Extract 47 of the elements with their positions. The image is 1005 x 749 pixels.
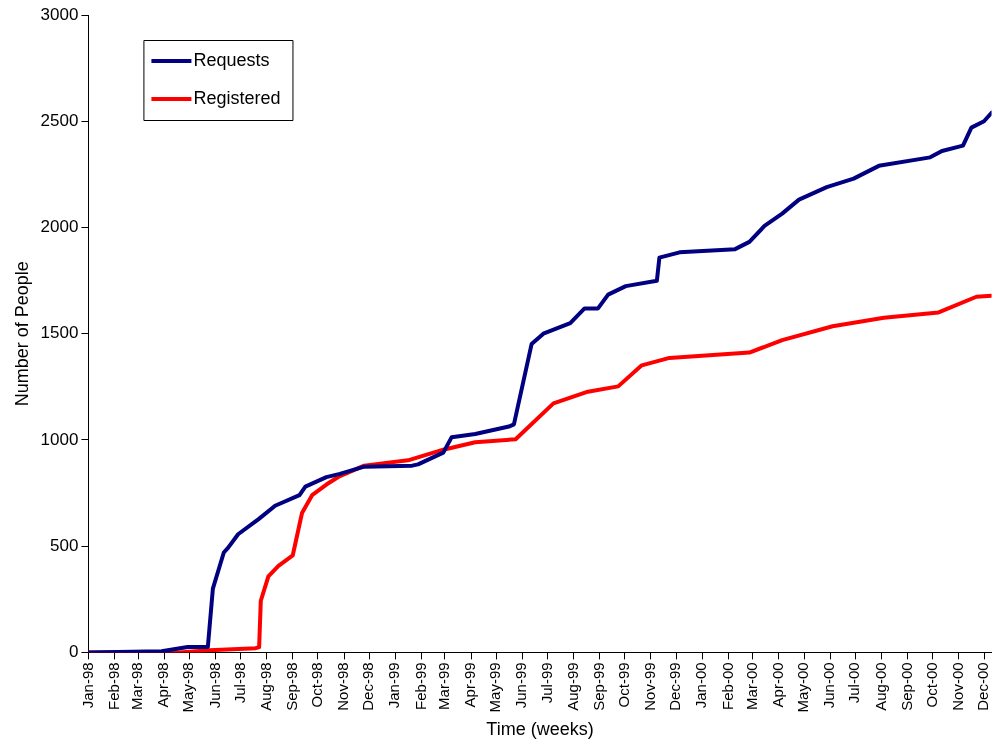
x-tick-label: Dec-99 <box>666 662 684 711</box>
x-tick-label: Sep-98 <box>282 662 300 711</box>
x-tick-label: Apr-99 <box>461 662 479 708</box>
x-tick-label: Jun-00 <box>820 662 838 709</box>
x-tick-label: Apr-00 <box>768 662 786 708</box>
x-tick-label: Jan-00 <box>692 662 710 709</box>
x-tick-label: Jul-99 <box>537 662 555 704</box>
x-tick-label: Oct-99 <box>615 662 633 708</box>
y-axis-title: Number of People <box>11 261 32 407</box>
legend-label: Registered <box>193 87 281 108</box>
x-tick-label: Feb-98 <box>104 662 122 710</box>
y-tick-label: 1000 <box>40 429 79 449</box>
x-tick-label: Jul-98 <box>230 662 248 704</box>
x-tick-label: Feb-99 <box>411 662 429 710</box>
x-tick-label: Aug-00 <box>871 662 889 711</box>
x-tick-label: Mar-00 <box>742 662 760 710</box>
x-tick-label: Feb-00 <box>718 662 736 710</box>
x-tick-label: Sep-00 <box>897 662 915 711</box>
x-tick-label: May-98 <box>179 662 197 713</box>
x-tick-label: Mar-99 <box>435 662 453 710</box>
y-tick-label: 1500 <box>40 323 79 343</box>
x-tick-label: Apr-98 <box>154 662 172 708</box>
y-tick-label: 3000 <box>40 4 79 24</box>
y-tick-label: 0 <box>68 642 79 662</box>
y-tick-label: 2000 <box>40 217 79 237</box>
x-tick-label: Jan-99 <box>385 662 403 709</box>
x-tick-label: Dec-00 <box>974 662 992 711</box>
y-tick-label: 2500 <box>40 110 79 130</box>
x-tick-label: Dec-98 <box>359 662 377 711</box>
x-tick-label: Jun-99 <box>512 662 530 709</box>
x-tick-label: Jul-00 <box>845 662 863 704</box>
legend-label: Requests <box>193 49 270 70</box>
x-tick-label: Oct-00 <box>922 662 940 708</box>
x-axis-title: Time (weeks) <box>486 719 594 740</box>
x-tick-label: Mar-98 <box>128 662 146 710</box>
x-tick-label: Nov-98 <box>334 662 352 711</box>
x-tick-label: Nov-99 <box>641 662 659 711</box>
x-tick-label: Aug-98 <box>256 662 274 711</box>
x-tick-label: Jun-98 <box>205 662 223 709</box>
x-tick-label: Nov-00 <box>948 662 966 711</box>
x-tick-label: Jan-98 <box>78 662 96 709</box>
x-tick-label: May-99 <box>486 662 504 713</box>
x-tick-label: Sep-99 <box>589 662 607 711</box>
y-tick-label: 500 <box>50 535 79 555</box>
x-tick-label: Aug-99 <box>563 662 581 711</box>
x-tick-label: May-00 <box>794 662 812 713</box>
x-tick-label: Oct-98 <box>308 662 326 708</box>
